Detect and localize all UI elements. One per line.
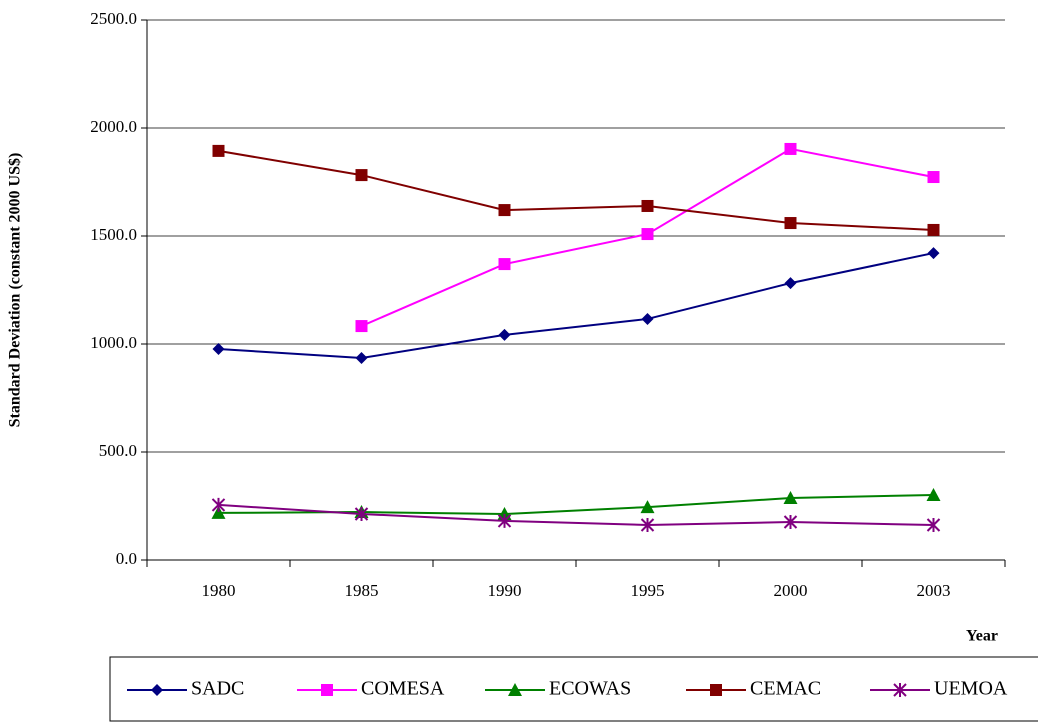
marker bbox=[641, 228, 654, 241]
legend-label: COMESA bbox=[361, 678, 445, 700]
marker bbox=[151, 684, 163, 696]
marker bbox=[508, 683, 522, 696]
y-tick-label: 2500.0 bbox=[90, 9, 137, 28]
marker bbox=[498, 328, 511, 341]
marker bbox=[784, 217, 797, 230]
marker bbox=[211, 505, 226, 519]
marker bbox=[893, 683, 907, 697]
marker bbox=[498, 204, 511, 217]
legend-label: CEMAC bbox=[750, 678, 821, 700]
y-tick-label: 2000.0 bbox=[90, 117, 137, 136]
x-axis-label: Year bbox=[966, 628, 998, 645]
y-axis-label: Standard Deviation (constant 2000 US$) bbox=[7, 153, 24, 428]
y-tick-label: 1500.0 bbox=[90, 225, 137, 244]
series-line bbox=[218, 149, 934, 231]
marker bbox=[498, 258, 511, 271]
marker bbox=[497, 513, 512, 528]
x-tick-label: 1995 bbox=[631, 581, 665, 600]
marker bbox=[640, 518, 655, 533]
marker bbox=[640, 500, 655, 514]
marker bbox=[784, 277, 797, 290]
marker bbox=[321, 684, 333, 696]
marker bbox=[710, 684, 722, 696]
y-tick-label: 500.0 bbox=[99, 441, 137, 460]
marker bbox=[927, 247, 940, 260]
x-tick-label: 2003 bbox=[917, 581, 951, 600]
x-tick-label: 1980 bbox=[202, 581, 236, 600]
marker bbox=[641, 312, 654, 325]
marker bbox=[784, 142, 797, 155]
series-line bbox=[218, 503, 934, 527]
marker bbox=[212, 144, 225, 157]
marker bbox=[354, 506, 369, 521]
marker bbox=[211, 497, 226, 512]
x-tick-label: 1990 bbox=[488, 581, 522, 600]
y-tick-label: 0.0 bbox=[116, 549, 137, 568]
x-tick-label: 2000 bbox=[774, 581, 808, 600]
marker bbox=[926, 518, 941, 533]
legend-label: SADC bbox=[191, 678, 244, 700]
marker bbox=[212, 342, 225, 355]
marker bbox=[783, 491, 798, 505]
marker bbox=[927, 223, 940, 236]
marker bbox=[641, 199, 654, 212]
marker bbox=[355, 352, 368, 365]
marker bbox=[926, 487, 941, 501]
legend-label: UEMOA bbox=[934, 678, 1008, 700]
marker bbox=[783, 514, 798, 529]
series-line bbox=[218, 252, 934, 360]
x-tick-label: 1985 bbox=[345, 581, 379, 600]
marker bbox=[355, 169, 368, 182]
marker bbox=[927, 171, 940, 184]
y-tick-label: 1000.0 bbox=[90, 333, 137, 352]
legend-label: ECOWAS bbox=[549, 678, 631, 700]
marker bbox=[355, 320, 368, 333]
